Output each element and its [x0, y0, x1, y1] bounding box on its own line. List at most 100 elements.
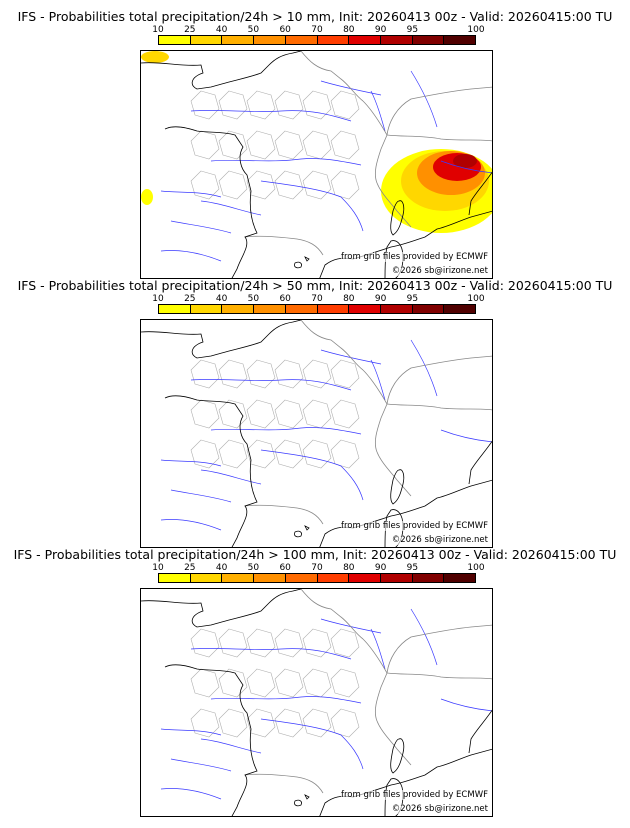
river — [370, 90, 386, 132]
country-border — [386, 672, 492, 680]
department-boundary — [302, 90, 332, 120]
colorbar-tick-label: 100 — [467, 294, 485, 304]
department-boundary — [246, 399, 276, 429]
coastline — [164, 395, 258, 547]
department-boundary — [330, 170, 360, 200]
river — [160, 728, 222, 736]
map-canvas — [141, 589, 492, 816]
colorbar-segment — [349, 305, 381, 313]
country-border — [386, 624, 492, 674]
panel-title: IFS - Probabilities total precipitation/… — [17, 278, 613, 293]
colorbar-segment — [285, 36, 318, 44]
department-boundary — [246, 170, 276, 200]
country-border — [300, 51, 364, 102]
colorbar-tick-label: 10 — [152, 25, 164, 35]
colorbar-segment — [412, 305, 445, 313]
coastline — [164, 664, 258, 816]
department-boundary — [246, 628, 276, 658]
country-border — [376, 451, 412, 497]
department-boundary — [302, 439, 332, 469]
river — [210, 427, 362, 435]
river — [370, 628, 386, 670]
country-border — [244, 773, 324, 794]
colorbar-segment — [159, 574, 191, 582]
department-boundary — [274, 90, 304, 120]
river — [260, 180, 364, 232]
colorbar-tick-label: 10 — [152, 563, 164, 573]
precip-map: from grib files provided by ECMWF ©2026 … — [140, 50, 493, 279]
corsica-outline — [390, 200, 405, 236]
country-border — [386, 403, 492, 411]
river — [170, 220, 232, 234]
panel-title: IFS - Probabilities total precipitation/… — [13, 547, 617, 562]
river — [210, 696, 362, 704]
colorbar-segment — [190, 36, 223, 44]
coastline — [164, 126, 258, 278]
colorbar-segment — [380, 36, 413, 44]
river — [190, 110, 352, 122]
department-boundary — [218, 708, 248, 738]
river — [160, 250, 222, 262]
country-border — [244, 504, 324, 525]
department-boundary — [302, 628, 332, 658]
department-boundary — [218, 359, 248, 389]
colorbar-segment — [412, 36, 445, 44]
map-panel-100mm: IFS - Probabilities total precipitation/… — [0, 548, 630, 818]
colorbar-tick-labels: 10 25 40 50 60 70 80 90 95 100 — [152, 563, 484, 573]
precip-map: from grib files provided by ECMWF ©2026 … — [140, 588, 493, 817]
river — [370, 359, 386, 401]
country-border — [362, 638, 388, 722]
colorbar-tick-label: 25 — [184, 294, 196, 304]
river — [440, 429, 492, 443]
department-boundary — [302, 359, 332, 389]
colorbar-segment — [444, 574, 476, 582]
department-boundary — [302, 170, 332, 200]
colorbar — [158, 35, 476, 45]
colorbar-tick-label: 100 — [467, 563, 485, 573]
colorbar-segment — [380, 305, 413, 313]
country-border — [386, 134, 492, 142]
country-border — [386, 355, 492, 405]
colorbar-tick-label: 50 — [247, 294, 260, 304]
colorbar-tick-label: 100 — [467, 25, 485, 35]
colorbar-segment — [222, 574, 255, 582]
department-boundary — [302, 668, 332, 698]
colorbar-tick-label: 25 — [184, 563, 196, 573]
colorbar-tick-label: 90 — [374, 294, 387, 304]
river — [200, 469, 262, 485]
department-boundary — [302, 130, 332, 160]
colorbar-segment — [254, 574, 286, 582]
river — [200, 200, 262, 216]
river — [170, 758, 232, 772]
river — [260, 449, 364, 501]
river — [410, 339, 438, 397]
balearic-outline — [294, 794, 310, 807]
department-boundary — [218, 130, 248, 160]
department-boundary — [190, 359, 220, 389]
colorbar-tick-label: 60 — [279, 563, 291, 573]
river — [160, 519, 222, 531]
department-boundary — [274, 399, 304, 429]
department-boundary — [246, 359, 276, 389]
colorbar — [158, 304, 476, 314]
copyright-credit: ©2026 sb@irizone.net — [391, 266, 488, 276]
department-boundary — [274, 628, 304, 658]
department-boundary — [190, 90, 220, 120]
colorbar-segment — [285, 305, 318, 313]
river — [160, 459, 222, 467]
colorbar-tick-label: 60 — [279, 294, 291, 304]
colorbar-tick-label: 40 — [215, 294, 228, 304]
copyright-credit: ©2026 sb@irizone.net — [391, 804, 488, 814]
corsica-outline — [390, 738, 405, 774]
coastline — [468, 440, 492, 485]
country-border — [376, 182, 412, 228]
colorbar-segment — [380, 574, 413, 582]
balearic-outline — [294, 525, 310, 538]
colorbar-segment — [222, 305, 255, 313]
colorbar-tick-label: 70 — [311, 563, 323, 573]
precip-area-10 — [141, 189, 153, 205]
river — [320, 80, 382, 96]
department-boundary — [190, 170, 220, 200]
department-boundary — [246, 708, 276, 738]
colorbar-tick-label: 80 — [343, 563, 355, 573]
